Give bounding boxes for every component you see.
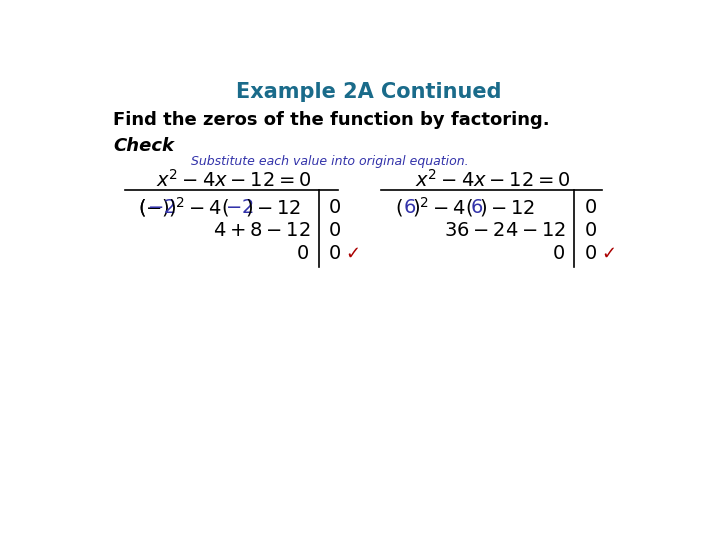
Text: $0$: $0$ — [584, 244, 597, 263]
Text: $x^2 - 4x - 12 = 0$: $x^2 - 4x - 12 = 0$ — [156, 170, 311, 191]
Text: $0$: $0$ — [584, 198, 597, 217]
Text: $($: $($ — [395, 197, 402, 218]
Text: ✓: ✓ — [346, 245, 361, 262]
Text: $36 - 24 - 12$: $36 - 24 - 12$ — [444, 221, 567, 240]
Text: $0$: $0$ — [328, 244, 341, 263]
Text: $6$: $6$ — [403, 198, 416, 217]
Text: $0$: $0$ — [328, 221, 341, 240]
Text: ✓: ✓ — [601, 245, 616, 262]
Text: $(-)$: $(-)$ — [138, 197, 170, 218]
Text: $)^2 - 4($: $)^2 - 4($ — [413, 195, 474, 219]
Text: Substitute each value into original equation.: Substitute each value into original equa… — [192, 154, 469, 167]
Text: Find the zeros of the function by factoring.: Find the zeros of the function by factor… — [113, 111, 550, 129]
Text: Example 2A Continued: Example 2A Continued — [236, 82, 502, 102]
Text: $4 + 8 - 12$: $4 + 8 - 12$ — [213, 221, 311, 240]
Text: $)^2 - 4($: $)^2 - 4($ — [168, 195, 229, 219]
Text: $6$: $6$ — [469, 198, 483, 217]
Text: Check: Check — [113, 137, 174, 154]
Text: $0$: $0$ — [297, 244, 310, 263]
Text: $0$: $0$ — [552, 244, 565, 263]
Text: $0$: $0$ — [328, 198, 341, 217]
Text: $-2$: $-2$ — [148, 198, 176, 217]
Text: $($: $($ — [138, 197, 146, 218]
Text: $0$: $0$ — [584, 221, 597, 240]
Text: $-2$: $-2$ — [225, 198, 253, 217]
Text: $) - 12$: $) - 12$ — [245, 197, 302, 218]
Text: $x^2 - 4x - 12 = 0$: $x^2 - 4x - 12 = 0$ — [415, 170, 571, 191]
Text: $) - 12$: $) - 12$ — [479, 197, 536, 218]
